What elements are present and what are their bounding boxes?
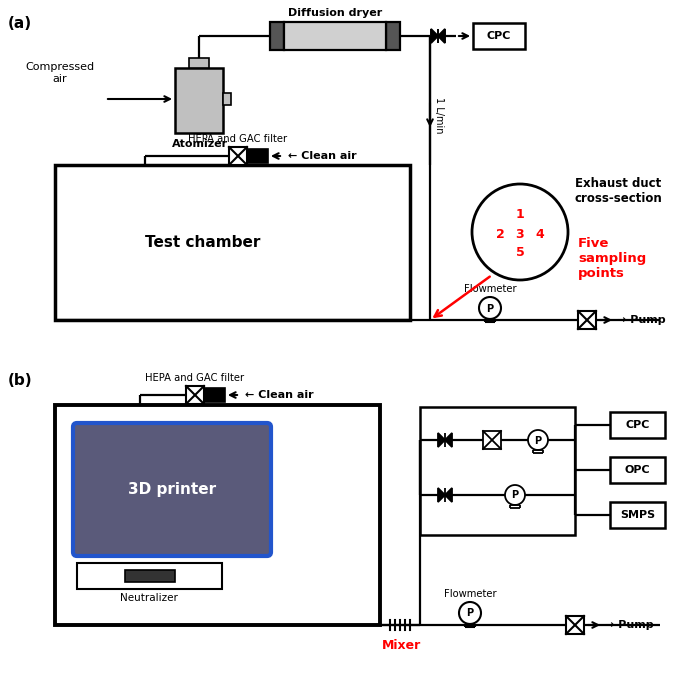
- Text: P: P: [466, 608, 473, 618]
- Text: Flowmeter: Flowmeter: [464, 284, 516, 294]
- Bar: [386, 22, 400, 50]
- Text: ← Clean air: ← Clean air: [288, 151, 357, 161]
- Bar: [483, 431, 501, 449]
- Text: 1: 1: [516, 207, 525, 221]
- Text: (b): (b): [8, 373, 33, 388]
- Text: → Pump: → Pump: [605, 620, 653, 630]
- Bar: [473, 23, 525, 49]
- Text: P: P: [534, 435, 542, 446]
- Text: ← Clean air: ← Clean air: [245, 390, 314, 400]
- Bar: [610, 457, 665, 483]
- FancyBboxPatch shape: [73, 423, 271, 556]
- Polygon shape: [438, 488, 445, 502]
- Text: (a): (a): [8, 16, 32, 31]
- Circle shape: [472, 184, 568, 280]
- Polygon shape: [445, 488, 452, 502]
- Bar: [566, 616, 584, 634]
- Bar: [248, 149, 268, 163]
- Bar: [55, 165, 410, 320]
- Text: 5: 5: [516, 246, 525, 258]
- Text: HEPA and GAC filter: HEPA and GAC filter: [188, 134, 288, 144]
- Bar: [205, 388, 225, 402]
- Text: CPC: CPC: [487, 31, 511, 41]
- Text: 3D printer: 3D printer: [128, 482, 216, 497]
- Text: Test chamber: Test chamber: [145, 235, 260, 250]
- Polygon shape: [431, 29, 438, 43]
- Text: → Pump: → Pump: [617, 315, 666, 325]
- Text: P: P: [512, 491, 519, 501]
- Polygon shape: [438, 433, 445, 447]
- Bar: [125, 570, 175, 582]
- Polygon shape: [438, 29, 445, 43]
- Text: 3: 3: [516, 227, 524, 240]
- Text: Mixer: Mixer: [382, 639, 422, 652]
- Circle shape: [528, 430, 548, 450]
- Bar: [578, 311, 596, 329]
- Text: OPC: OPC: [625, 465, 650, 475]
- Text: 2: 2: [496, 227, 504, 240]
- Polygon shape: [445, 433, 452, 447]
- Text: SMPS: SMPS: [620, 510, 655, 520]
- Circle shape: [479, 297, 501, 319]
- Text: 1 L/min: 1 L/min: [434, 97, 444, 133]
- Bar: [610, 502, 665, 528]
- Bar: [186, 386, 204, 404]
- Text: 4: 4: [536, 227, 545, 240]
- Bar: [420, 407, 575, 535]
- Bar: [189, 58, 209, 68]
- Text: Diffusion dryer: Diffusion dryer: [288, 8, 382, 18]
- Bar: [284, 22, 386, 50]
- Text: Neutralizer: Neutralizer: [120, 593, 178, 603]
- Text: Exhaust duct
cross-section: Exhaust duct cross-section: [575, 177, 663, 205]
- Text: Flowmeter: Flowmeter: [444, 589, 497, 599]
- Text: Five
sampling
points: Five sampling points: [578, 237, 646, 280]
- Bar: [175, 68, 223, 133]
- Bar: [77, 563, 222, 589]
- Circle shape: [505, 485, 525, 505]
- Text: CPC: CPC: [625, 420, 649, 430]
- Text: HEPA and GAC filter: HEPA and GAC filter: [145, 373, 245, 383]
- Bar: [610, 412, 665, 438]
- Circle shape: [459, 602, 481, 624]
- Text: Compressed
air: Compressed air: [25, 62, 95, 83]
- Bar: [223, 93, 231, 105]
- Bar: [229, 147, 247, 165]
- Text: P: P: [486, 304, 494, 314]
- Bar: [270, 22, 284, 50]
- Bar: [55, 405, 380, 625]
- Text: Atomizer: Atomizer: [172, 139, 228, 149]
